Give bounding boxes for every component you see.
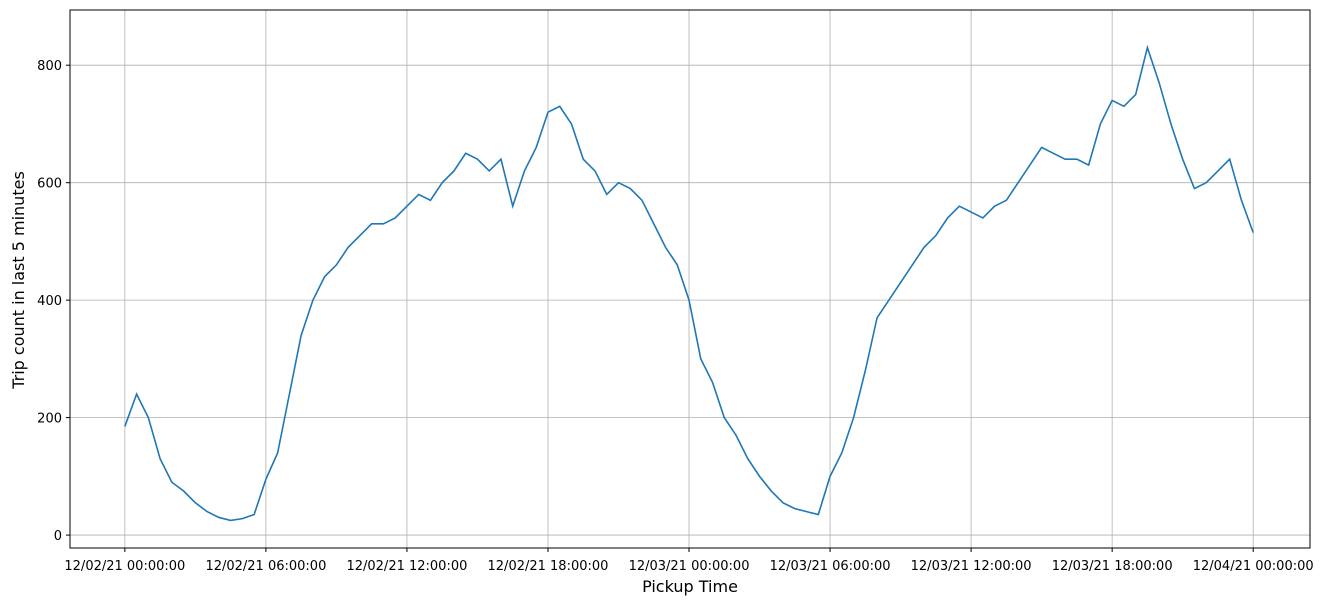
- y-tick-label: 800: [37, 59, 62, 74]
- y-tick-label: 600: [37, 177, 62, 192]
- x-axis-label: Pickup Time: [642, 577, 738, 596]
- x-tick-label: 12/02/21 12:00:00: [346, 559, 467, 574]
- x-tick-label: 12/03/21 00:00:00: [629, 559, 750, 574]
- y-tick-label: 0: [54, 529, 62, 544]
- x-tick-label: 12/03/21 06:00:00: [770, 559, 891, 574]
- x-tick-label: 12/04/21 00:00:00: [1193, 559, 1314, 574]
- x-tick-label: 12/03/21 18:00:00: [1052, 559, 1173, 574]
- x-tick-label: 12/02/21 00:00:00: [64, 559, 185, 574]
- x-tick-label: 12/02/21 06:00:00: [205, 559, 326, 574]
- data-line: [124, 44, 1254, 522]
- x-tick-label: 12/03/21 12:00:00: [911, 559, 1032, 574]
- y-tick-label: 400: [37, 294, 62, 309]
- plot-frame: [69, 9, 1311, 549]
- y-tick-label: 200: [37, 412, 62, 427]
- y-axis-label: Trip count in last 5 minutes: [9, 171, 28, 390]
- x-tick-label: 12/02/21 18:00:00: [488, 559, 609, 574]
